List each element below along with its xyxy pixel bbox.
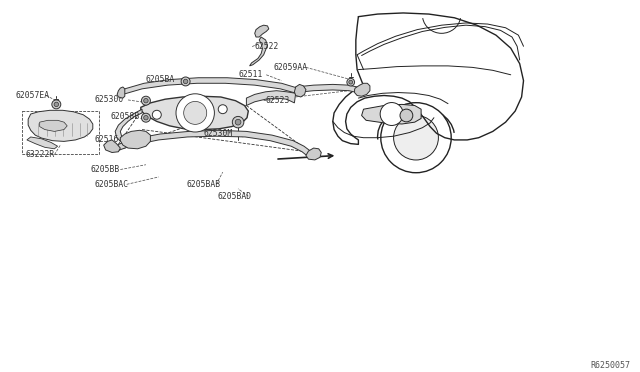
Polygon shape xyxy=(141,96,248,129)
Text: 6205BB: 6205BB xyxy=(91,165,120,174)
Text: R6250057: R6250057 xyxy=(590,361,630,370)
Circle shape xyxy=(218,105,227,114)
Text: 62057EA: 62057EA xyxy=(16,91,50,100)
Circle shape xyxy=(141,96,150,105)
Circle shape xyxy=(232,116,244,128)
Text: 62511: 62511 xyxy=(238,70,262,78)
Circle shape xyxy=(380,103,403,125)
Circle shape xyxy=(152,110,161,119)
Circle shape xyxy=(400,109,413,122)
Text: 62522: 62522 xyxy=(255,42,279,51)
Text: 62523: 62523 xyxy=(266,96,290,105)
Circle shape xyxy=(176,94,214,132)
Polygon shape xyxy=(306,148,321,160)
Text: 62058B: 62058B xyxy=(110,112,140,121)
Text: 62530M: 62530M xyxy=(204,129,233,138)
Circle shape xyxy=(349,80,353,84)
Circle shape xyxy=(183,79,188,84)
Text: 625300: 625300 xyxy=(95,96,124,105)
Text: 6205BAD: 6205BAD xyxy=(218,192,252,201)
Polygon shape xyxy=(255,25,269,37)
Text: 62516: 62516 xyxy=(95,135,119,144)
Circle shape xyxy=(144,99,148,103)
Circle shape xyxy=(52,100,61,109)
Circle shape xyxy=(347,78,355,86)
Polygon shape xyxy=(120,130,150,149)
Polygon shape xyxy=(28,110,93,141)
Polygon shape xyxy=(104,140,120,153)
Text: 6205BA: 6205BA xyxy=(146,75,175,84)
Polygon shape xyxy=(296,84,357,93)
Circle shape xyxy=(394,115,438,160)
Polygon shape xyxy=(250,37,268,66)
Circle shape xyxy=(381,103,451,173)
Circle shape xyxy=(54,102,59,107)
Polygon shape xyxy=(294,84,306,97)
Text: 62059AA: 62059AA xyxy=(274,63,308,72)
Polygon shape xyxy=(117,87,125,98)
Polygon shape xyxy=(40,120,67,131)
Text: 6205BAC: 6205BAC xyxy=(95,180,129,189)
Polygon shape xyxy=(116,130,312,158)
Circle shape xyxy=(236,119,241,125)
Polygon shape xyxy=(355,83,370,96)
Text: 6205BAB: 6205BAB xyxy=(187,180,221,189)
Polygon shape xyxy=(362,105,421,124)
Circle shape xyxy=(181,77,190,86)
Polygon shape xyxy=(246,91,296,106)
Text: 63222R: 63222R xyxy=(26,150,55,159)
Polygon shape xyxy=(115,109,142,141)
Polygon shape xyxy=(27,137,58,149)
Circle shape xyxy=(141,113,150,122)
Circle shape xyxy=(144,115,148,120)
Polygon shape xyxy=(123,78,298,94)
Circle shape xyxy=(184,102,207,124)
